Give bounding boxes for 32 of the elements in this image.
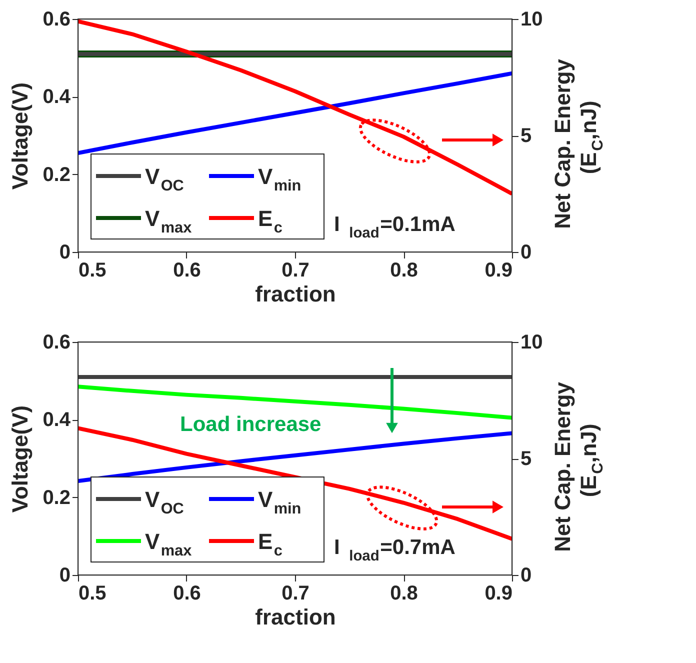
x-tick-label: 0.9 (484, 260, 512, 282)
x-tick-label: 0.7 (282, 582, 310, 604)
x-tick-label: 0.6 (173, 582, 201, 604)
y2-tick-label: 10 (520, 8, 543, 30)
x-axis-title: fraction (255, 604, 336, 630)
y-tick-label: 0.6 (42, 8, 70, 30)
y2-tick-label: 0 (520, 242, 532, 264)
y-tick-label: 0.6 (42, 332, 70, 354)
x-axis-title: fraction (255, 282, 336, 306)
y-tick-label: 0 (59, 242, 70, 264)
y-tick-label: 0 (59, 564, 70, 586)
y-tick-label: 0.2 (42, 486, 70, 509)
x-tick-label: 0.5 (78, 260, 106, 282)
y2-tick-label: 10 (520, 332, 543, 354)
y-tick-label: 0.2 (42, 164, 70, 186)
x-tick-label: 0.9 (484, 582, 512, 604)
x-tick-label: 0.8 (390, 260, 418, 282)
y-tick-label: 0.4 (42, 86, 72, 108)
y-tick-label: 0.4 (42, 409, 72, 432)
x-tick-label: 0.6 (173, 260, 201, 282)
x-tick-label: 0.5 (78, 582, 106, 604)
y-axis-title: Voltage(V) (8, 405, 33, 513)
line-series (78, 431, 512, 484)
x-tick-label: 0.7 (282, 260, 310, 282)
y2-tick-label: 0 (520, 564, 532, 586)
y2-tick-label: 5 (520, 448, 532, 470)
line-series (78, 71, 512, 155)
x-tick-label: 0.8 (390, 582, 418, 604)
annotation: Load increase (180, 413, 322, 436)
y2-tick-label: 5 (520, 125, 532, 147)
line-series (78, 19, 512, 196)
y-axis-title: Voltage(V) (8, 82, 33, 190)
